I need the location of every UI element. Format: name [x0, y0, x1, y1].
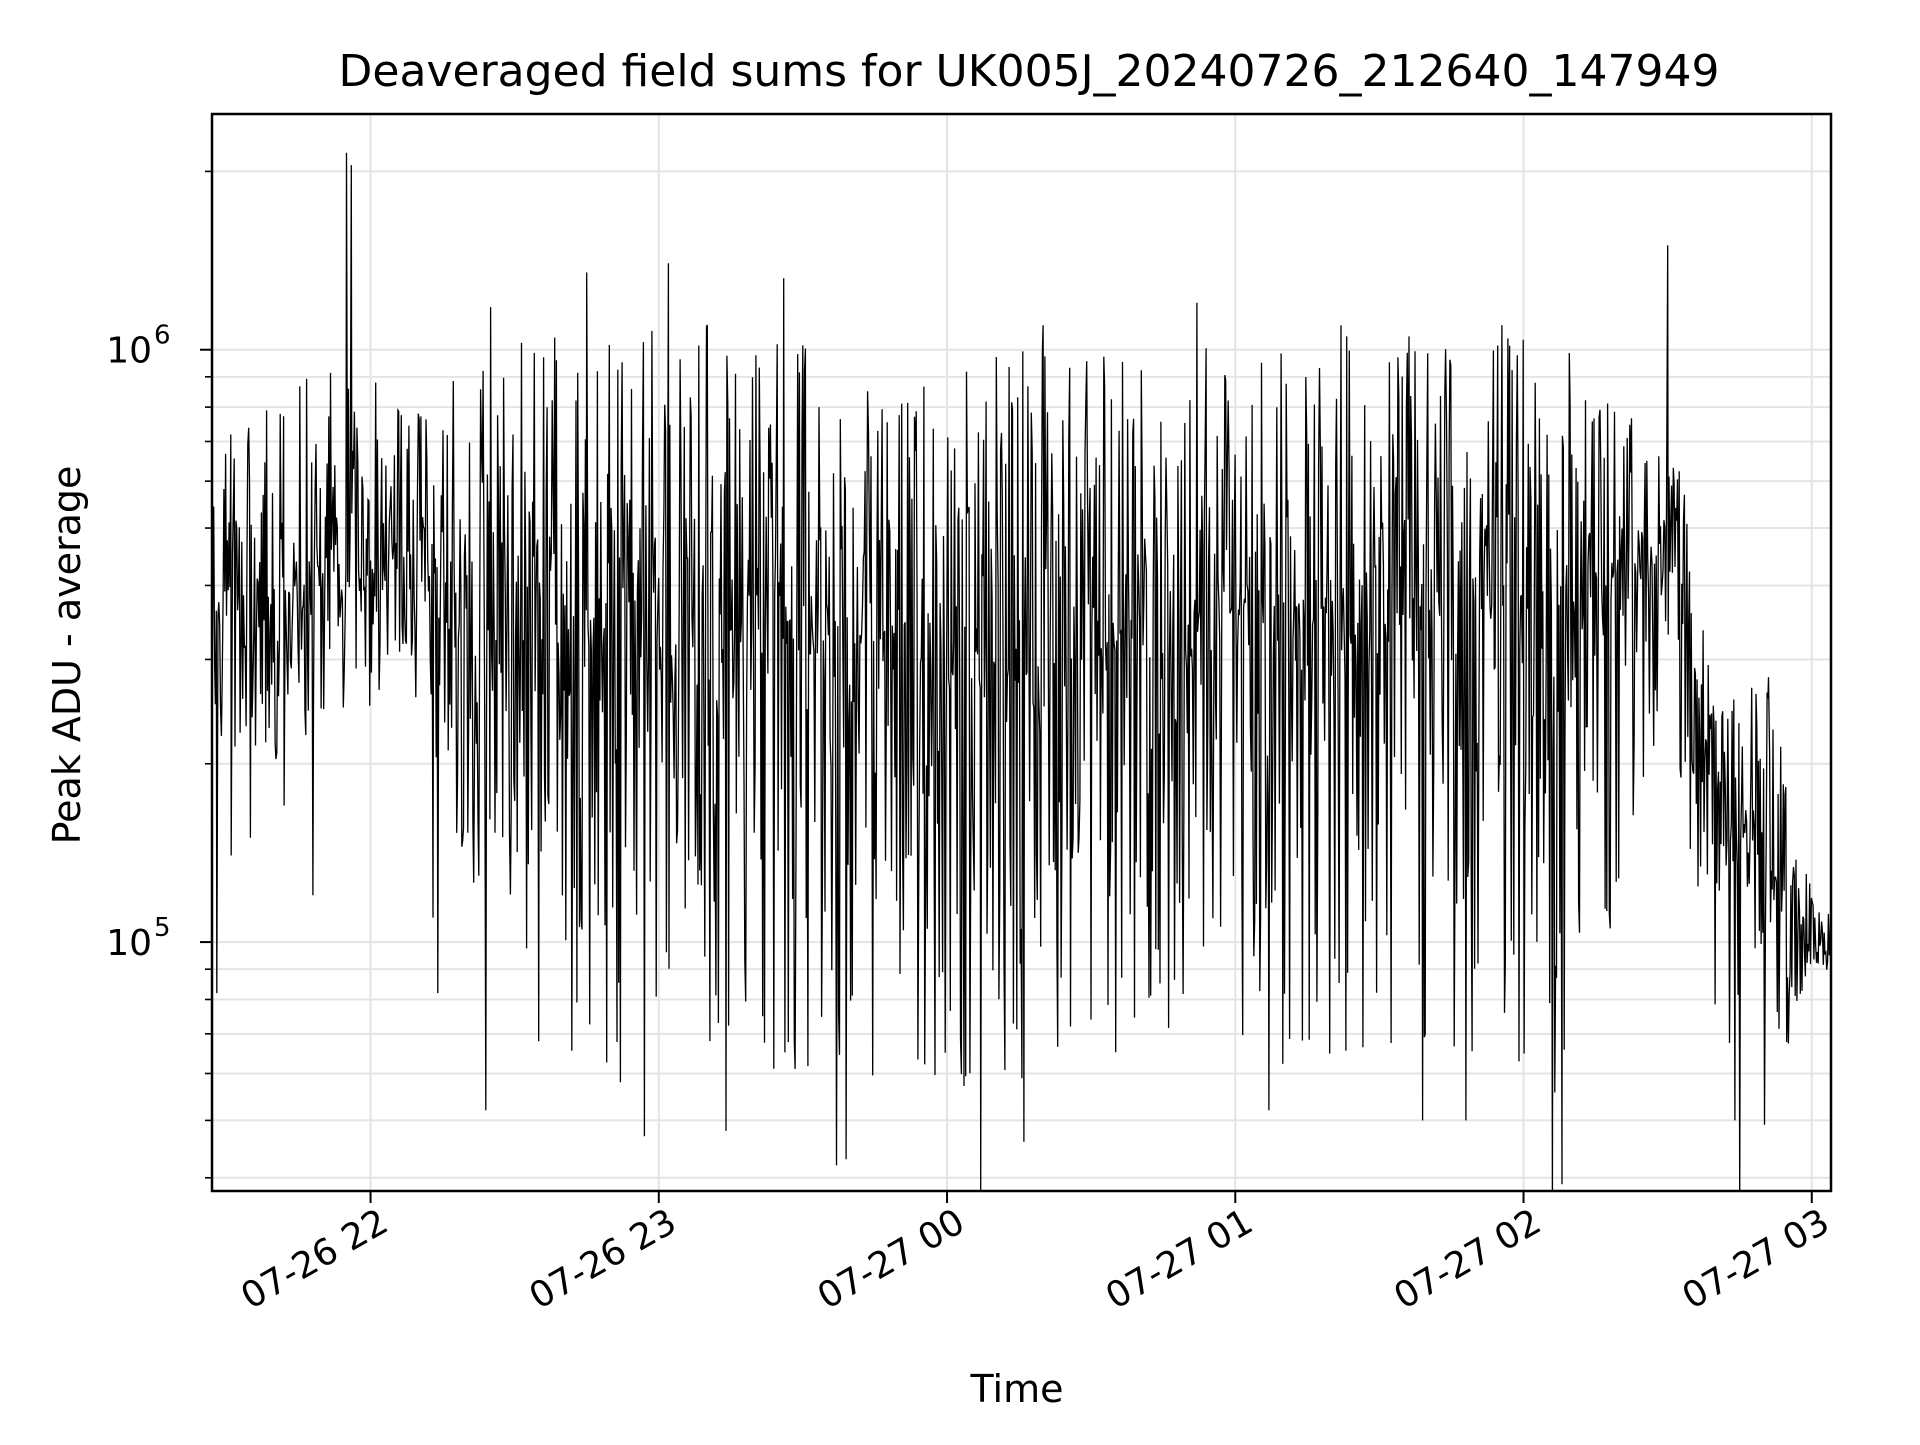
- chart-title: Deaveraged field sums for UK005J_2024072…: [339, 46, 1720, 97]
- x-axis-label: Time: [970, 1367, 1064, 1411]
- y-axis-label: Peak ADU - average: [45, 466, 89, 845]
- y-tick-label: 10: [106, 923, 152, 964]
- y-tick-label: 10: [106, 331, 152, 372]
- plot-frame: [210, 112, 1833, 1193]
- data-layer: [212, 152, 1831, 1191]
- series-line: [212, 152, 1831, 1191]
- y-tick-exponent: 5: [154, 913, 171, 943]
- y-tick-exponent: 6: [154, 321, 171, 351]
